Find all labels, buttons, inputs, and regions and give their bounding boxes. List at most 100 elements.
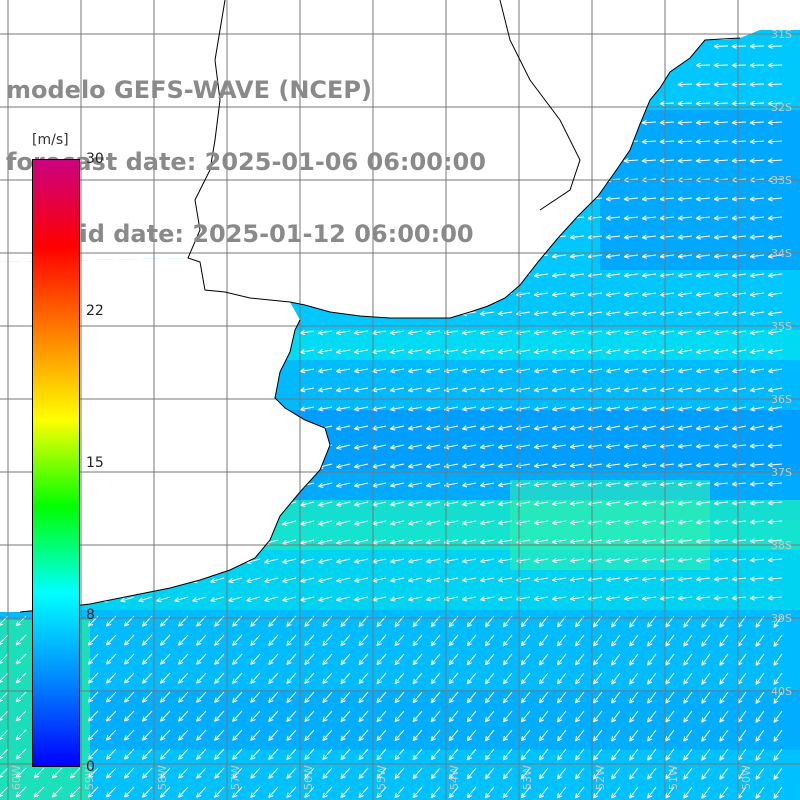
wind-arrow (178, 767, 189, 779)
wind-arrow (340, 748, 351, 761)
wind-arrow (731, 368, 747, 374)
wind-arrow (141, 691, 153, 703)
wind-arrow (773, 786, 783, 799)
wind-arrow (767, 196, 783, 202)
wind-arrow (659, 100, 675, 107)
wind-arrow (502, 653, 513, 666)
wind-arrow (69, 767, 81, 779)
wind-arrow (425, 368, 441, 374)
wind-arrow (623, 196, 639, 202)
wind-arrow (335, 349, 351, 355)
wind-arrow (389, 368, 405, 374)
wind-arrow (268, 653, 279, 665)
wind-arrow (196, 786, 207, 798)
wind-arrow (605, 538, 621, 545)
wind-arrow (497, 444, 513, 450)
wind-arrow (336, 463, 351, 469)
wind-arrow (390, 539, 405, 545)
wind-arrow (214, 767, 225, 779)
wind-arrow (407, 425, 423, 431)
wind-arrow (317, 368, 333, 374)
wind-arrow (677, 576, 693, 582)
wind-arrow (677, 291, 693, 297)
wind-arrow (159, 634, 171, 646)
wind-arrow (0, 786, 9, 797)
wind-arrow (695, 234, 711, 240)
wind-arrow (659, 595, 675, 601)
wind-arrow (767, 215, 783, 221)
wind-arrow (611, 767, 621, 780)
wind-arrow (394, 672, 405, 685)
wind-arrow (659, 215, 675, 221)
wind-arrow (354, 596, 369, 602)
wind-arrow (695, 576, 711, 582)
wind-arrow (376, 786, 387, 799)
wind-arrow (611, 729, 621, 742)
colorbar-unit: [m/s] (32, 132, 69, 148)
wind-arrow (695, 425, 711, 431)
wind-arrow (695, 462, 711, 468)
wind-arrow (731, 576, 747, 582)
wind-arrow (412, 634, 423, 647)
wind-arrow (677, 443, 693, 449)
wind-arrow (574, 748, 585, 761)
wind-arrow (767, 272, 783, 278)
wind-arrow (623, 576, 639, 582)
wind-arrow (192, 520, 207, 527)
wind-arrow (755, 672, 765, 685)
wind-arrow (641, 158, 657, 164)
wind-arrow (123, 672, 135, 684)
wind-arrow (683, 672, 693, 685)
wind-arrow (286, 786, 297, 798)
wind-arrow (623, 272, 639, 278)
wind-arrow (425, 482, 441, 488)
wind-arrow (533, 349, 549, 355)
wind-arrow (497, 539, 513, 545)
wind-arrow (533, 463, 549, 469)
wind-arrow (695, 557, 711, 563)
wind-arrow (412, 786, 423, 799)
wind-arrow (659, 234, 675, 240)
wind-arrow (551, 253, 567, 259)
wind-arrow (719, 691, 729, 704)
wind-arrow (196, 691, 207, 703)
wind-arrow (210, 520, 225, 527)
wind-arrow (340, 653, 351, 666)
wind-arrow (713, 368, 729, 374)
wind-arrow (731, 310, 747, 317)
wind-arrow (408, 520, 423, 526)
wind-arrow (497, 463, 513, 469)
wind-arrow (749, 234, 765, 240)
wind-arrow (731, 62, 747, 68)
wind-arrow (767, 310, 783, 317)
wind-arrow (425, 406, 441, 412)
wind-arrow (569, 481, 585, 488)
wind-arrow (623, 425, 639, 431)
wind-arrow (641, 349, 657, 355)
wind-arrow (156, 577, 171, 584)
wind-arrow (479, 558, 495, 564)
wind-arrow (773, 767, 783, 780)
wind-arrow (318, 577, 333, 583)
wind-arrow (232, 672, 243, 684)
wind-arrow (322, 672, 333, 685)
wind-arrow (407, 387, 423, 393)
wind-arrow (659, 291, 675, 297)
lat-label: 40S (771, 685, 792, 698)
wind-arrow (551, 349, 567, 355)
wind-arrow (731, 234, 747, 240)
wind-arrow (354, 558, 369, 564)
wind-arrow (647, 653, 657, 666)
wind-arrow (677, 425, 693, 431)
wind-arrow (695, 406, 711, 412)
wind-arrow (232, 767, 243, 779)
wind-arrow (731, 291, 747, 297)
wind-arrow (430, 634, 441, 647)
wind-arrow (731, 481, 747, 487)
wind-arrow (551, 576, 567, 583)
wind-arrow (569, 538, 585, 545)
wind-arrow (713, 81, 729, 88)
wind-arrow (569, 234, 585, 240)
wind-arrow (484, 786, 495, 799)
wind-arrow (719, 786, 729, 799)
